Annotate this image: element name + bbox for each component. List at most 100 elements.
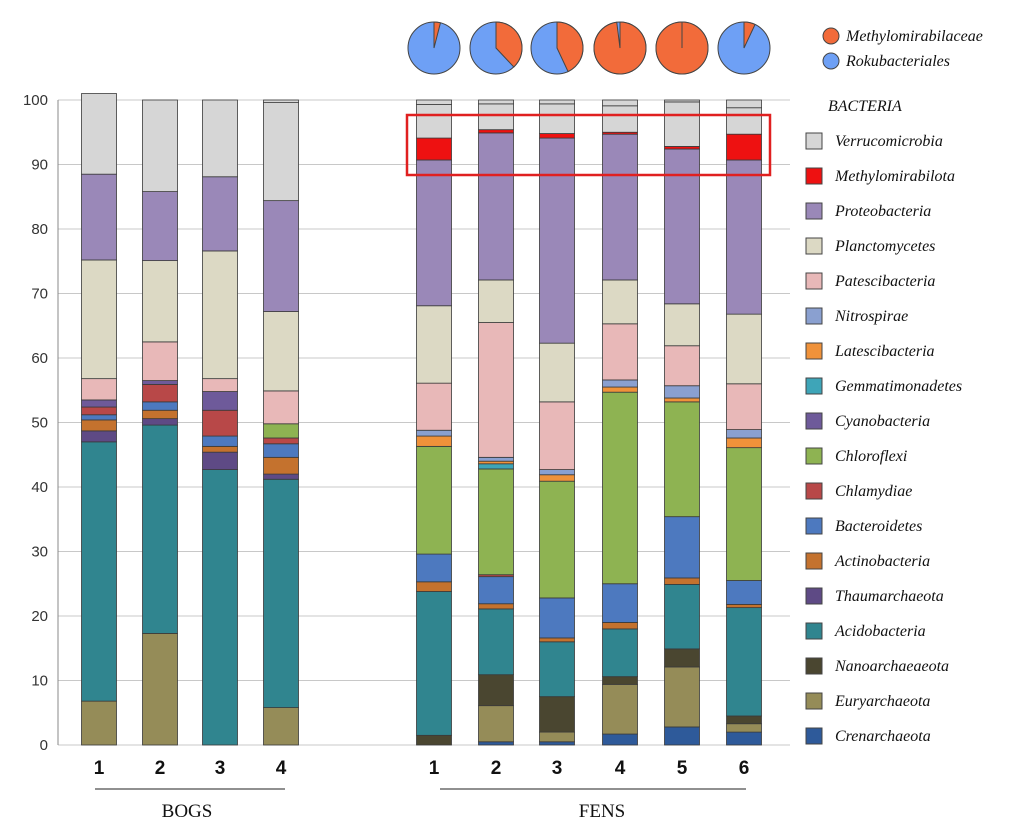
bar-segment-bogs-4-euryarchaeota (263, 707, 299, 746)
bar-segment-bogs-1-thaumarchaeota (81, 430, 117, 443)
bar-segment-fens-3-proteobacteria (539, 137, 575, 344)
bar-segment-fens-3-acidobacteria (539, 641, 575, 698)
bar-segment-bogs-1-acidobacteria (81, 441, 117, 702)
y-tick-label: 50 (31, 415, 48, 432)
bar-segment-fens-3-latescibacteria (539, 474, 575, 482)
bar-segment-bogs-1-cyanobacteria (81, 399, 117, 408)
y-axis: 0 10 20 30 40 50 60 70 80 90 100 (23, 92, 59, 754)
pie-fens-1 (407, 21, 461, 75)
bar-segment-bogs-4-chloroflexi (263, 423, 299, 439)
bar-segment-fens-5-verrucomicrobia (664, 101, 700, 147)
bar-segment-fens-5-nitrospirae (664, 385, 700, 399)
legend-label-nitrospirae: Nitrospirae (834, 308, 908, 325)
x-tick-label: 3 (552, 758, 563, 779)
bar-segment-bogs-2-thaumarchaeota (142, 418, 178, 426)
bar-segment-fens-5-chloroflexi (664, 401, 700, 518)
bar-segment-fens-2-methylomirabilota (478, 129, 514, 134)
pie-slice-methylomirabilaceae (433, 21, 442, 49)
bar-segment-fens-5-remainder (664, 99, 700, 103)
bar-segment-bogs-2-bacteroidetes (142, 401, 178, 411)
legend-label-nanoarchaeaeota: Nanoarchaeaeota (834, 658, 949, 675)
bar-segment-fens-6-latescibacteria (726, 437, 762, 449)
legend-swatch-thaumarchaeota (805, 587, 823, 605)
bar-segment-fens-4-acidobacteria (602, 628, 638, 678)
legend-label-patescibacteria: Patescibacteria (834, 273, 935, 290)
bar-segment-fens-5-actinobacteria (664, 577, 700, 585)
legend-label-thaumarchaeota: Thaumarchaeota (835, 588, 944, 605)
legend-label-crenarchaeota: Crenarchaeota (835, 728, 931, 745)
pie-fens-5 (655, 21, 709, 75)
bar-segment-fens-2-crenarchaeota (478, 741, 514, 746)
bar-segment-bogs-1-bacteroidetes (81, 414, 117, 421)
legend-swatch-acidobacteria (805, 622, 823, 640)
y-tick-label: 80 (31, 221, 48, 238)
bar-segment-fens-6-proteobacteria (726, 159, 762, 315)
legend-label-planctomycetes: Planctomycetes (834, 238, 935, 255)
bar-segment-fens-6-acidobacteria (726, 607, 762, 717)
y-tick-label: 90 (31, 157, 48, 174)
bar-segment-fens-3-chloroflexi (539, 480, 575, 599)
group-label-bogs: BOGS (162, 801, 213, 822)
bar-segment-fens-2-gemmatimonadetes (478, 463, 514, 470)
bar-segment-fens-2-verrucomicrobia (478, 103, 514, 131)
bar-segment-fens-5-crenarchaeota (664, 726, 700, 746)
bar-segment-fens-1-nitrospirae (416, 429, 452, 437)
bar-segment-fens-2-nanoarchaeaeota (478, 674, 514, 707)
y-tick-label: 0 (40, 737, 48, 754)
legend-swatch-methylomirabilota (805, 167, 823, 185)
pie-fens-6 (717, 21, 771, 75)
bar-segment-bogs-2-proteobacteria (142, 191, 178, 262)
x-tick-label: 2 (491, 758, 502, 779)
bar-segment-fens-2-bacteroidetes (478, 576, 514, 605)
legend-swatch-latescibacteria (805, 342, 823, 360)
bar-segment-bogs-2-actinobacteria (142, 409, 178, 420)
bar-segment-bogs-4-verrucomicrobia (263, 102, 299, 202)
bar-segment-fens-1-methylomirabilota (416, 137, 452, 161)
legend-label-euryarchaeota: Euryarchaeota (834, 693, 930, 710)
legend-label-chlamydiae: Chlamydiae (835, 483, 912, 500)
bar-segment-fens-6-verrucomicrobia (726, 107, 762, 135)
bar-segment-fens-5-latescibacteria (664, 397, 700, 403)
legend-label-chloroflexi: Chloroflexi (835, 448, 907, 465)
y-tick-label: 70 (31, 286, 48, 303)
legend-label-cyanobacteria: Cyanobacteria (835, 413, 930, 430)
pie-slice-methylomirabilaceae (743, 21, 756, 49)
bar-segment-fens-1-acidobacteria (416, 591, 452, 736)
y-tick-label: 20 (31, 608, 48, 625)
bar-segment-fens-4-planctomycetes (602, 279, 638, 325)
bar-segment-bogs-2-verrucomicrobia (142, 99, 178, 192)
bar-segment-fens-6-chloroflexi (726, 447, 762, 581)
bar-segment-fens-4-euryarchaeota (602, 683, 638, 735)
bar-segment-fens-4-latescibacteria (602, 386, 638, 393)
bar-segment-fens-4-nitrospirae (602, 379, 638, 388)
pie-fens-2 (469, 21, 523, 75)
bar-segment-fens-5-patescibacteria (664, 345, 700, 387)
bar-segment-bogs-4-patescibacteria (263, 390, 299, 425)
highlight-box (405, 113, 772, 177)
bar-segment-fens-6-remainder (726, 99, 762, 109)
legend-swatch-gemmatimonadetes (805, 377, 823, 395)
bar-segment-bogs-1-chlamydiae (81, 406, 117, 416)
legend-swatch-chlamydiae (805, 482, 823, 500)
bar-segment-bogs-2-patescibacteria (142, 341, 178, 381)
bar-segment-fens-2-chloroflexi (478, 468, 514, 576)
bar-segment-fens-1-planctomycetes (416, 305, 452, 384)
pie-fens-4 (593, 21, 647, 75)
x-tick-label: 2 (155, 758, 166, 779)
pie-charts (407, 21, 771, 75)
bar-segment-fens-1-patescibacteria (416, 382, 452, 431)
legend-label-methylomirabilaceae: Methylomirabilaceae (845, 28, 983, 45)
legend-label-latescibacteria: Latescibacteria (834, 343, 935, 360)
bar-segment-fens-2-planctomycetes (478, 279, 514, 323)
x-tick-label: 4 (276, 758, 287, 779)
bar-segment-fens-1-nanoarchaeaeota (416, 734, 452, 746)
bar-segment-fens-2-nitrospirae (478, 456, 514, 462)
bar-segment-fens-5-euryarchaeota (664, 666, 700, 728)
y-tick-label: 40 (31, 479, 48, 496)
pie-fens-3 (530, 21, 584, 75)
bar-segment-bogs-2-cyanobacteria (142, 380, 178, 385)
bars (81, 93, 762, 746)
bar-segment-bogs-1-planctomycetes (81, 259, 117, 380)
bar-segment-fens-5-proteobacteria (664, 148, 700, 305)
bar-segment-fens-1-proteobacteria (416, 159, 452, 307)
